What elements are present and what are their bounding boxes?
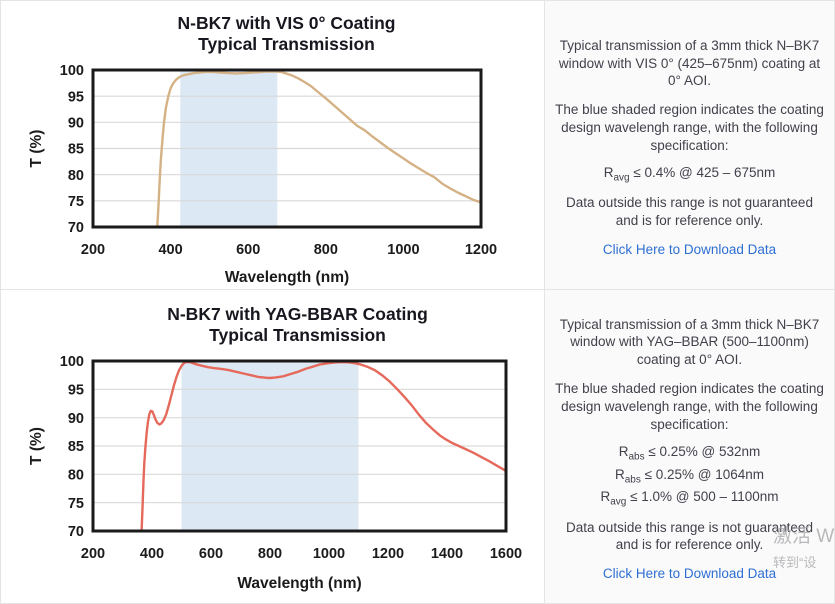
y-tick-label: 75 [68, 496, 84, 512]
vis-chart-title: N-BK7 with VIS 0° Coating Typical Transm… [1, 13, 544, 56]
spec-list: Ravg ≤ 0.4% @ 425 – 675nm [604, 163, 776, 186]
x-axis-label: Wavelength (nm) [225, 269, 349, 286]
y-tick-label: 70 [68, 524, 84, 540]
y-axis-label: T (%) [28, 427, 45, 465]
x-tick-label: 600 [236, 242, 260, 258]
shaded-note-text: The blue shaded region indicates the coa… [555, 102, 824, 153]
vis-coating-row: N-BK7 with VIS 0° Coating Typical Transm… [1, 1, 834, 290]
spec-line: Rabs ≤ 0.25% @ 1064nm [614, 466, 765, 486]
vis-transmission-chart: 70 75 80 85 90 95 100 200 400 600 800 1000 1200 Wavel… [28, 63, 497, 286]
y-tick-label: 85 [68, 439, 84, 455]
yag-transmission-chart: 70 75 80 85 90 95 100 200 400 600 800 1000 1200 1400 1… [28, 354, 522, 592]
y-tick-label: 85 [68, 141, 84, 157]
description-text: Typical transmission of a 3mm thick N–BK… [558, 37, 821, 89]
transmission-curve [156, 69, 481, 227]
y-tick-label: 70 [68, 220, 84, 236]
x-tick-label: 800 [314, 242, 338, 258]
y-tick-label: 80 [68, 168, 84, 184]
x-tick-label: 1200 [372, 546, 404, 562]
windows-activation-watermark: 激活 W 转到“设 [773, 521, 834, 571]
spec-line: Rabs ≤ 0.25% @ 532nm [618, 443, 761, 463]
description-text: Typical transmission of a 3mm thick N–BK… [559, 316, 820, 368]
yag-chart-panel: N-BK7 with YAG-BBAR Coating Typical Tran… [1, 290, 545, 603]
x-tick-label: 400 [140, 546, 164, 562]
chart-title-line2: Typical Transmission [198, 34, 375, 55]
disclaimer-text: Data outside this range is not guarantee… [566, 519, 813, 553]
y-axis-label: T (%) [28, 129, 45, 167]
watermark-line1: 激活 W [773, 526, 835, 547]
yag-coating-row: N-BK7 with YAG-BBAR Coating Typical Tran… [1, 290, 834, 603]
chart-title-line1: N-BK7 with VIS 0° Coating [177, 13, 396, 33]
chart-title-line2: Typical Transmission [209, 325, 386, 346]
y-tick-label: 80 [68, 467, 84, 483]
download-data-link[interactable]: Click Here to Download Data [602, 241, 777, 257]
x-tick-label: 400 [158, 242, 182, 258]
x-tick-label: 800 [258, 546, 282, 562]
y-tick-label: 100 [60, 63, 84, 79]
y-tick-label: 95 [68, 382, 84, 398]
yag-info-panel: Typical transmission of a 3mm thick N–BK… [545, 290, 834, 603]
y-tick-label: 100 [60, 354, 84, 370]
y-tick-label: 90 [68, 411, 84, 427]
chart-title-line1: N-BK7 with YAG-BBAR Coating [167, 304, 428, 324]
watermark-line2: 转到“设 [773, 555, 817, 570]
x-tick-label: 1400 [431, 546, 463, 562]
yag-chart-title: N-BK7 with YAG-BBAR Coating Typical Tran… [1, 304, 544, 347]
spec-line: Ravg ≤ 0.4% @ 425 – 675nm [603, 165, 776, 184]
transmission-curve [140, 360, 506, 531]
x-tick-label: 1000 [313, 546, 345, 562]
y-tick-label: 95 [68, 89, 84, 105]
spec-line: Ravg ≤ 1.0% @ 500 – 1100nm [600, 489, 779, 508]
vis-info-panel: Typical transmission of a 3mm thick N–BK… [545, 1, 834, 289]
disclaimer-text: Data outside this range is not guarantee… [566, 195, 813, 229]
download-data-link[interactable]: Click Here to Download Data [602, 566, 777, 582]
x-tick-label: 200 [81, 546, 105, 562]
spec-list: Rabs ≤ 0.25% @ 532nm Rabs ≤ 0.25% @ 1064… [600, 442, 778, 510]
x-tick-label: 1200 [465, 242, 497, 258]
shaded-note-text: The blue shaded region indicates the coa… [555, 381, 824, 432]
x-tick-label: 200 [81, 242, 105, 258]
x-tick-label: 600 [199, 546, 223, 562]
y-tick-label: 75 [68, 194, 84, 210]
x-tick-label: 1600 [490, 546, 522, 562]
vis-chart-panel: N-BK7 with VIS 0° Coating Typical Transm… [1, 1, 545, 289]
x-axis-label: Wavelength (nm) [237, 575, 361, 592]
plot-frame [91, 359, 508, 533]
plot-frame [91, 68, 483, 229]
x-tick-label: 1000 [387, 242, 419, 258]
y-tick-label: 90 [68, 115, 84, 131]
